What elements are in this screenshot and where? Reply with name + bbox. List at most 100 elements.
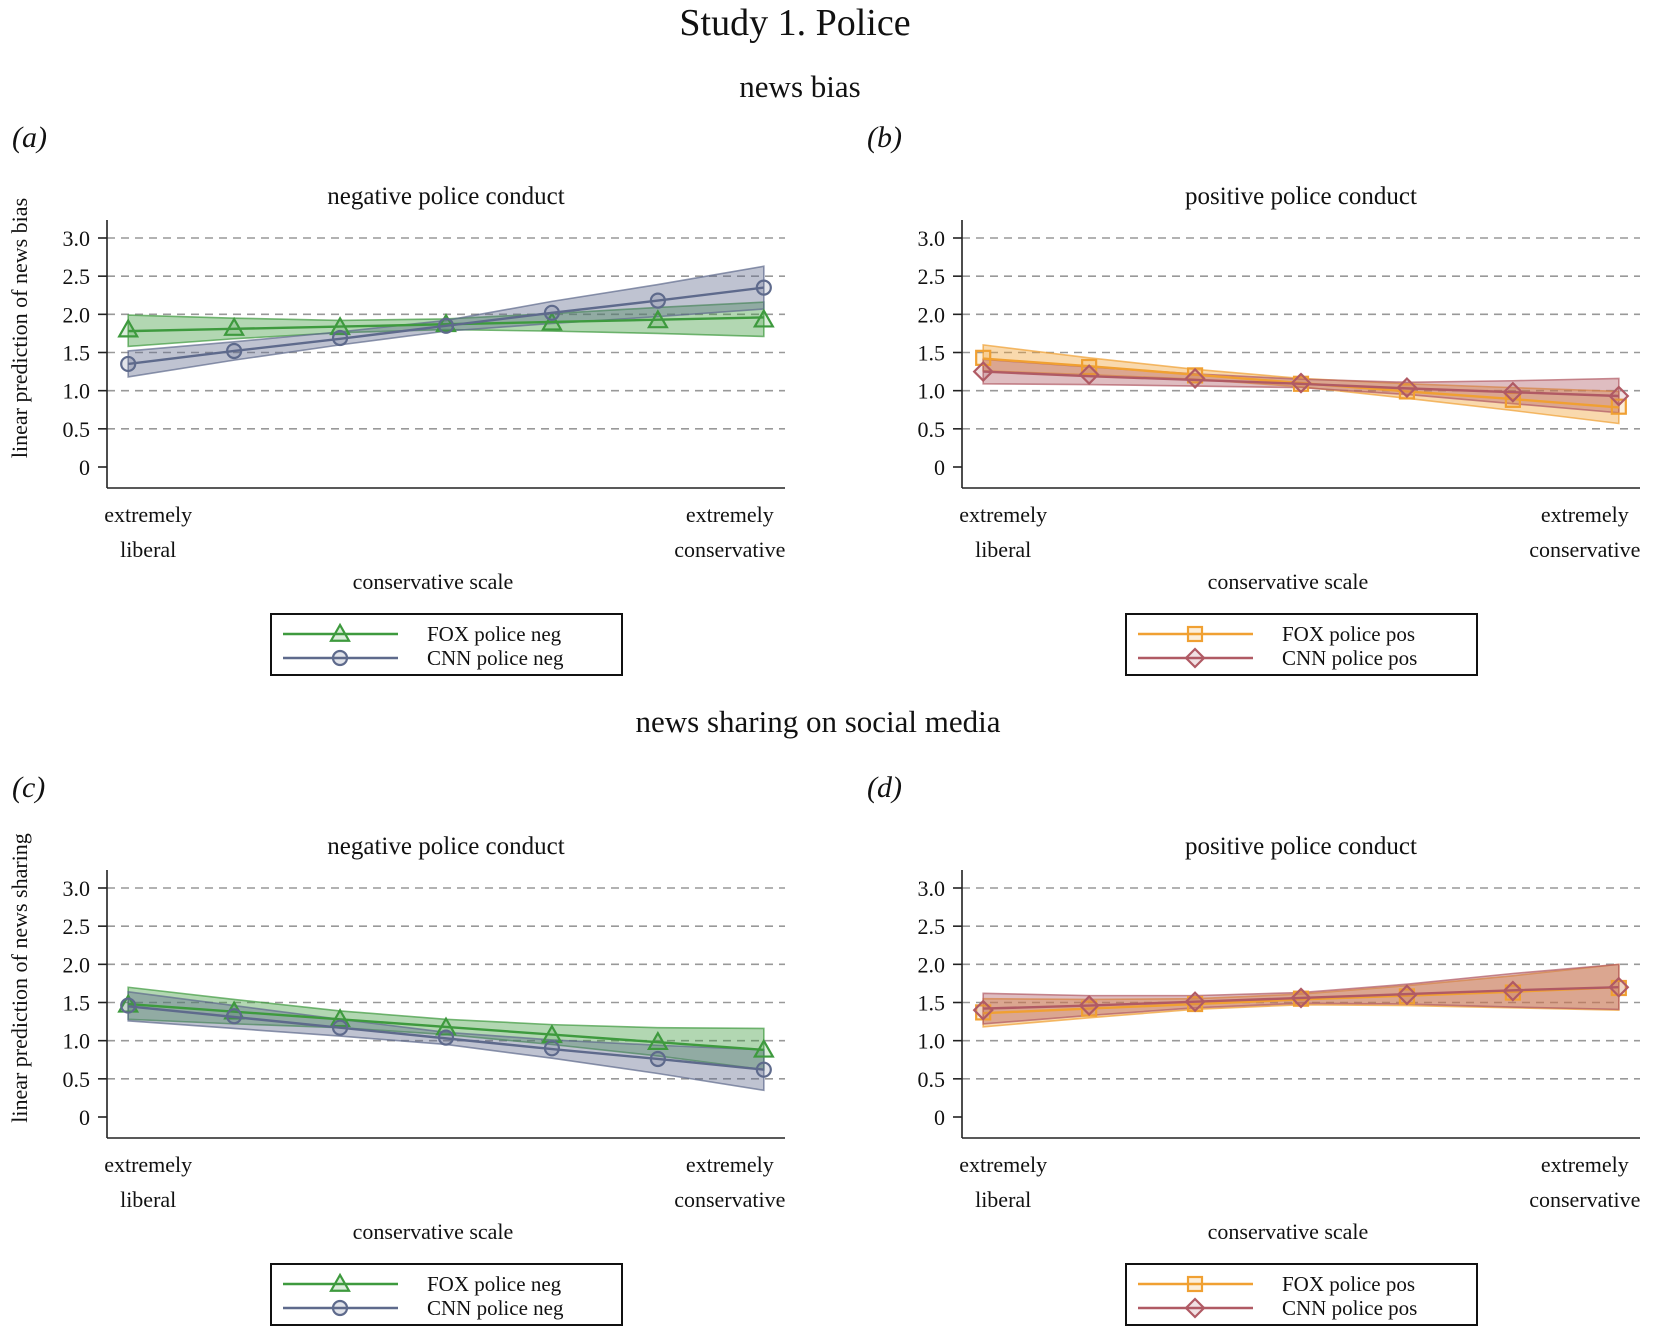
fit-line (983, 986, 1619, 1015)
data-point (226, 1008, 243, 1025)
panel-letter: (a) (12, 121, 47, 154)
data-point (435, 1016, 457, 1036)
data-point (1608, 976, 1630, 998)
legend-box (1125, 1263, 1478, 1326)
data-point (752, 308, 775, 328)
y-tick-label: 1.0 (63, 1029, 91, 1054)
fit-line (128, 1005, 764, 1071)
section-title-news-sharing: news sharing on social media (635, 704, 1000, 739)
x-axis-label: conservative scale (353, 1219, 514, 1244)
legend-swatch-marker (329, 1272, 351, 1292)
data-point (437, 317, 455, 334)
x-tick-label: extremely (959, 1152, 1047, 1177)
chart-panel-d: (d) positive police conduct 0 0.5 1.0 1.5 2.0 2… (867, 771, 1640, 1326)
y-tick-label: 0 (934, 1105, 945, 1130)
data-point (1184, 367, 1206, 390)
data-point (120, 997, 137, 1014)
legend-box (270, 613, 623, 676)
x-tick-label: extremely (104, 1152, 192, 1177)
data-point (975, 349, 992, 366)
data-point (1078, 364, 1100, 386)
y-tick-label: 1.5 (918, 341, 946, 366)
series-marks (120, 997, 772, 1078)
data-point (437, 1029, 455, 1046)
legend-box (1125, 613, 1478, 676)
y-tick-label: 0.5 (63, 1067, 91, 1092)
legend-label: FOX police pos (1282, 1272, 1415, 1296)
data-point (1502, 980, 1524, 1002)
data-point (646, 309, 669, 329)
x-tick-label: liberal (975, 537, 1031, 562)
data-point (1078, 994, 1100, 1017)
panel-letter: (c) (12, 771, 45, 804)
legend-label: CNN police neg (427, 646, 564, 670)
x-tick-label: conservative (1529, 537, 1640, 562)
panel-title: positive police conduct (1185, 183, 1417, 210)
section-title-news-bias: news bias (739, 69, 860, 104)
series-marks (972, 361, 1630, 407)
panels-container: (a) negative police conduct 0 0.5 1.0 1.5 2.0 2… (7, 121, 1640, 1326)
data-point (1184, 991, 1206, 1013)
series-marks (117, 308, 775, 338)
fit-line (128, 286, 764, 366)
data-point (1290, 372, 1312, 394)
data-point (1502, 381, 1524, 403)
panel-title: positive police conduct (1185, 833, 1417, 860)
data-point (117, 318, 140, 338)
panel-title: negative police conduct (327, 833, 564, 860)
x-tick-label: liberal (975, 1187, 1031, 1212)
y-tick-label: 1.5 (918, 991, 946, 1016)
y-tick-label: 3.0 (918, 226, 946, 251)
y-tick-label: 0.5 (918, 1067, 946, 1092)
y-tick-label: 1.0 (918, 1029, 946, 1054)
data-point (972, 361, 994, 383)
confidence-band (982, 963, 1620, 1025)
x-tick-label: extremely (1541, 1152, 1629, 1177)
series-marks (120, 279, 772, 373)
panel-letter: (b) (867, 121, 902, 154)
legend-swatch-marker (1186, 1275, 1204, 1293)
data-point (1290, 987, 1312, 1009)
data-point (329, 316, 351, 336)
data-point (646, 1030, 669, 1051)
y-tick-label: 3.0 (918, 876, 946, 901)
legend-box (270, 1263, 623, 1326)
data-point (543, 1040, 561, 1057)
x-axis-label: conservative scale (353, 569, 514, 594)
y-tick-label: 2.0 (918, 302, 946, 327)
data-point (226, 342, 243, 360)
y-tick-label: 1.5 (63, 991, 91, 1016)
legend-swatch-marker (331, 649, 349, 667)
x-tick-label: extremely (104, 502, 192, 527)
legend-label: FOX police pos (1282, 622, 1415, 646)
fit-line (128, 316, 764, 333)
y-tick-label: 0.5 (918, 417, 946, 442)
legend-swatch-marker (1184, 647, 1206, 669)
series-marks (972, 976, 1630, 1021)
series-cnn-police-pos (982, 963, 1620, 1025)
legend-swatch-marker (331, 1299, 349, 1317)
panel-letter: (d) (867, 771, 902, 804)
y-tick-label: 0 (934, 455, 945, 480)
legend-swatch-marker (1186, 625, 1204, 643)
y-tick-label: 3.0 (63, 226, 91, 251)
fit-line (128, 1002, 764, 1052)
x-axis-label: conservative scale (1208, 1219, 1369, 1244)
x-axis-label: conservative scale (1208, 569, 1369, 594)
panel-title: negative police conduct (327, 183, 564, 210)
fit-line (983, 370, 1619, 398)
y-tick-label: 2.0 (918, 952, 946, 977)
y-tick-label: 2.5 (918, 914, 946, 939)
data-point (331, 329, 349, 347)
x-tick-label: liberal (120, 537, 176, 562)
data-point (752, 1038, 775, 1058)
data-point (120, 355, 137, 373)
data-point (1610, 398, 1627, 415)
y-tick-label: 0.5 (63, 417, 91, 442)
y-tick-label: 2.0 (63, 952, 91, 977)
y-tick-label: 1.0 (918, 379, 946, 404)
